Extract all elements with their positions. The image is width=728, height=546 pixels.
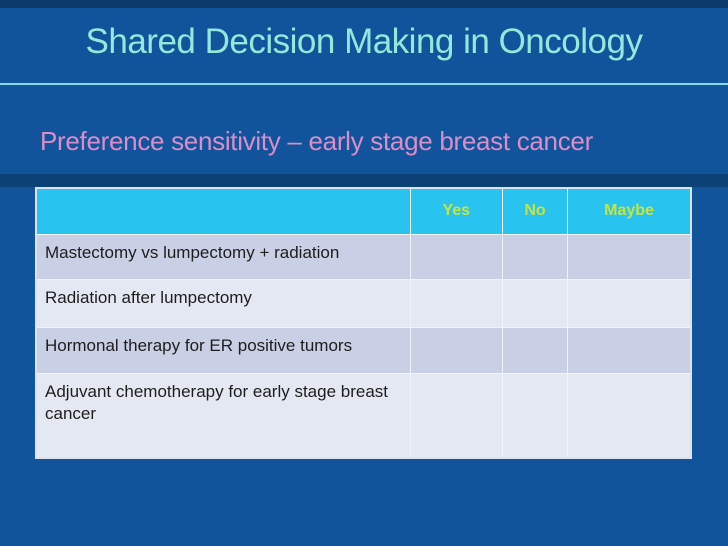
slide-subtitle: Preference sensitivity – early stage bre… — [40, 126, 593, 156]
answer-cell-maybe — [567, 326, 692, 374]
table-row: Mastectomy vs lumpectomy + radiation — [35, 233, 692, 280]
answer-cell-yes — [409, 278, 503, 328]
answer-cell-maybe — [567, 372, 692, 459]
row-label: Hormonal therapy for ER positive tumors — [35, 326, 411, 374]
answer-cell-yes — [409, 326, 503, 374]
table-row: Hormonal therapy for ER positive tumors — [35, 326, 692, 374]
header-yes: Yes — [409, 187, 503, 235]
row-label: Adjuvant chemotherapy for early stage br… — [35, 372, 411, 459]
title-underline-rule — [0, 83, 728, 85]
answer-cell-yes — [409, 372, 503, 459]
table-top-shadow-band — [0, 174, 728, 187]
answer-cell-no — [501, 278, 569, 328]
header-label-cell — [35, 187, 411, 235]
table-row: Adjuvant chemotherapy for early stage br… — [35, 372, 692, 459]
table-row: Radiation after lumpectomy — [35, 278, 692, 328]
header-no: No — [501, 187, 569, 235]
answer-cell-no — [501, 233, 569, 280]
preference-table: Yes No Maybe Mastectomy vs lumpectomy + … — [35, 187, 692, 459]
header-maybe: Maybe — [567, 187, 692, 235]
row-label: Radiation after lumpectomy — [35, 278, 411, 328]
answer-cell-no — [501, 372, 569, 459]
answer-cell-maybe — [567, 233, 692, 280]
answer-cell-maybe — [567, 278, 692, 328]
table-header-row: Yes No Maybe — [35, 187, 692, 235]
top-border-stripe — [0, 0, 728, 8]
slide-title: Shared Decision Making in Oncology — [85, 22, 643, 61]
row-label: Mastectomy vs lumpectomy + radiation — [35, 233, 411, 280]
answer-cell-no — [501, 326, 569, 374]
answer-cell-yes — [409, 233, 503, 280]
